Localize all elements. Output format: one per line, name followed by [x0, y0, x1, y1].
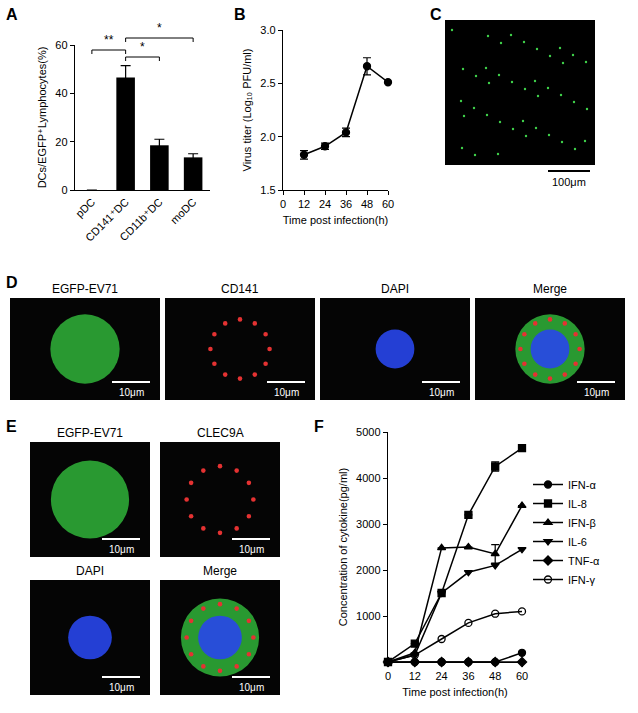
svg-text:IL-6: IL-6 — [568, 536, 587, 548]
svg-text:10μm: 10μm — [274, 387, 299, 398]
svg-text:**: ** — [104, 33, 114, 47]
svg-text:B: B — [234, 6, 246, 23]
svg-text:F: F — [314, 418, 324, 435]
svg-text:C: C — [430, 6, 442, 23]
svg-text:Virus titer (Log₁₀ PFU/ml): Virus titer (Log₁₀ PFU/ml) — [241, 49, 253, 172]
svg-text:E: E — [6, 418, 17, 435]
svg-text:2.0: 2.0 — [260, 131, 275, 143]
svg-text:1.5: 1.5 — [260, 184, 275, 196]
svg-text:24: 24 — [319, 198, 331, 210]
svg-text:10μm: 10μm — [429, 387, 454, 398]
svg-text:60: 60 — [55, 39, 67, 51]
svg-text:10μm: 10μm — [239, 682, 264, 693]
svg-text:3000: 3000 — [356, 518, 380, 530]
svg-text:IFN-β: IFN-β — [568, 517, 596, 529]
svg-text:10μm: 10μm — [584, 387, 609, 398]
svg-text:Merge: Merge — [533, 282, 567, 296]
svg-text:10μm: 10μm — [239, 544, 264, 555]
svg-text:CLEC9A: CLEC9A — [197, 426, 244, 440]
svg-text:20: 20 — [55, 136, 67, 148]
svg-text:100μm: 100μm — [552, 176, 586, 188]
svg-text:0: 0 — [385, 670, 391, 682]
svg-text:36: 36 — [340, 198, 352, 210]
svg-text:12: 12 — [409, 670, 421, 682]
svg-text:IFN-α: IFN-α — [568, 479, 596, 491]
svg-text:DCs/EGFP⁺Lymphocytes(%): DCs/EGFP⁺Lymphocytes(%) — [36, 47, 48, 189]
svg-text:TNF-α: TNF-α — [568, 555, 600, 567]
svg-text:60: 60 — [516, 670, 528, 682]
svg-text:0: 0 — [61, 184, 67, 196]
svg-text:Merge: Merge — [203, 564, 237, 578]
svg-text:DAPI: DAPI — [381, 282, 409, 296]
svg-text:36: 36 — [462, 670, 474, 682]
svg-text:moDC: moDC — [168, 196, 199, 227]
svg-text:CD141: CD141 — [221, 282, 259, 296]
svg-text:CD141⁺DC: CD141⁺DC — [83, 196, 131, 244]
svg-text:CD11b⁺DC: CD11b⁺DC — [117, 196, 164, 243]
svg-text:2.5: 2.5 — [260, 77, 275, 89]
svg-text:10μm: 10μm — [109, 682, 134, 693]
svg-text:0: 0 — [280, 198, 286, 210]
svg-text:EGFP-EV71: EGFP-EV71 — [57, 426, 123, 440]
svg-text:*: * — [157, 21, 162, 35]
svg-text:4000: 4000 — [356, 472, 380, 484]
svg-text:10μm: 10μm — [119, 387, 144, 398]
svg-text:1000: 1000 — [356, 610, 380, 622]
svg-text:DAPI: DAPI — [76, 564, 104, 578]
svg-text:IL-8: IL-8 — [568, 498, 587, 510]
svg-text:48: 48 — [489, 670, 501, 682]
svg-text:*: * — [140, 40, 145, 54]
svg-text:EGFP-EV71: EGFP-EV71 — [52, 282, 118, 296]
svg-text:3.0: 3.0 — [260, 24, 275, 36]
svg-text:D: D — [6, 274, 18, 291]
svg-text:40: 40 — [55, 87, 67, 99]
svg-text:A: A — [6, 6, 18, 23]
svg-text:10μm: 10μm — [109, 544, 134, 555]
svg-text:2000: 2000 — [356, 564, 380, 576]
svg-text:12: 12 — [298, 198, 310, 210]
svg-text:Concentration of cytokine(pg/m: Concentration of cytokine(pg/ml) — [337, 468, 349, 626]
svg-text:Time post infection(h): Time post infection(h) — [402, 686, 507, 698]
svg-text:5000: 5000 — [356, 426, 380, 438]
svg-text:pDC: pDC — [73, 196, 97, 220]
svg-text:Time post infection(h): Time post infection(h) — [283, 214, 388, 226]
svg-text:24: 24 — [435, 670, 447, 682]
svg-text:IFN-γ: IFN-γ — [568, 574, 595, 586]
svg-text:48: 48 — [361, 198, 373, 210]
svg-text:60: 60 — [382, 198, 394, 210]
